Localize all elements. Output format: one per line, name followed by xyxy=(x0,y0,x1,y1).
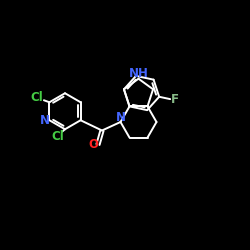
Text: F: F xyxy=(171,92,179,106)
Text: Cl: Cl xyxy=(30,91,43,104)
Text: Cl: Cl xyxy=(51,130,64,143)
Text: N: N xyxy=(116,111,126,124)
Text: N: N xyxy=(40,114,50,127)
Text: NH: NH xyxy=(128,67,148,80)
Text: O: O xyxy=(88,138,99,151)
